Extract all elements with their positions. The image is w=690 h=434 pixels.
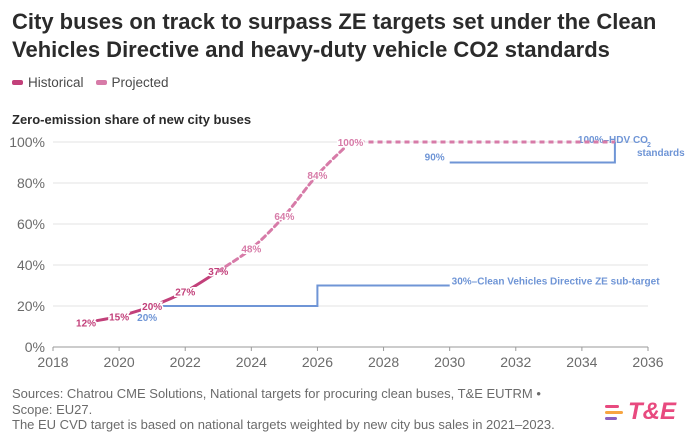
data-label: 48% [241, 245, 261, 256]
data-label: 64% [274, 212, 294, 223]
hdv-standards-label: standards [637, 148, 685, 159]
x-tick-label: 2022 [170, 354, 201, 370]
target-line-1 [449, 142, 616, 164]
data-label: 27% [175, 288, 195, 299]
cvd-start-label: 20% [137, 313, 157, 324]
data-label: 84% [307, 171, 327, 182]
y-tick-label: 60% [17, 216, 45, 232]
legend: Historical Projected [12, 75, 169, 90]
logo-stripe [605, 416, 617, 420]
logo-stripe [605, 404, 619, 408]
y-tick-label: 20% [17, 298, 45, 314]
x-tick-label: 2024 [236, 354, 267, 370]
logo-text: T&E [628, 398, 676, 425]
x-tick-label: 2036 [632, 354, 663, 370]
chart-subtitle: Zero-emission share of new city buses [12, 112, 252, 127]
footer-notes: Sources: Chatrou CME Solutions, National… [12, 386, 592, 433]
target-line-0 [152, 284, 450, 307]
series-line-historical [84, 269, 220, 324]
y-tick-label: 100% [9, 134, 45, 150]
te-logo: T&E [605, 398, 676, 426]
y-tick-label: 40% [17, 257, 45, 273]
line-chart: 0% 20% 40% 60% 80% 100% 2018 2020 2022 2024 2026 20… [9, 134, 685, 370]
x-tick-label: 2020 [104, 354, 135, 370]
legend-label-projected: Projected [111, 75, 169, 90]
y-tick-label: 80% [17, 175, 45, 191]
x-tick-label: 2026 [302, 354, 333, 370]
x-tick-label: 2032 [500, 354, 531, 370]
legend-swatch-projected [95, 80, 107, 85]
chart-title: City buses on track to surpass ZE target… [12, 9, 657, 62]
x-tick-label: 2018 [37, 354, 68, 370]
x-tick-label: 2034 [566, 354, 597, 370]
cvd-target-label: 30%–Clean Vehicles Directive ZE sub-targ… [452, 277, 661, 288]
data-label: 12% [76, 318, 96, 329]
data-label: 100% [338, 138, 364, 149]
logo-stripes-icon [605, 404, 623, 420]
footer-sources: Sources: Chatrou CME Solutions, National… [12, 386, 541, 401]
legend-label-historical: Historical [28, 75, 84, 90]
legend-item-historical[interactable]: Historical [12, 75, 84, 90]
series-line-projected [216, 140, 352, 273]
y-tick-label: 0% [25, 339, 45, 355]
hdv-co2-subscript: 2 [647, 142, 651, 149]
logo-stripe [605, 410, 623, 414]
legend-item-projected[interactable]: Projected [95, 75, 169, 90]
footer-scope: Scope: EU27. [12, 401, 93, 417]
footer-note: The EU CVD target is based on national t… [12, 417, 555, 432]
data-label: 15% [109, 312, 129, 323]
legend-swatch-historical [12, 80, 23, 85]
hdv-90-label: 90% [425, 153, 445, 164]
x-tick-label: 2030 [434, 354, 465, 370]
x-tick-label: 2028 [368, 354, 399, 370]
data-label: 20% [142, 302, 162, 313]
